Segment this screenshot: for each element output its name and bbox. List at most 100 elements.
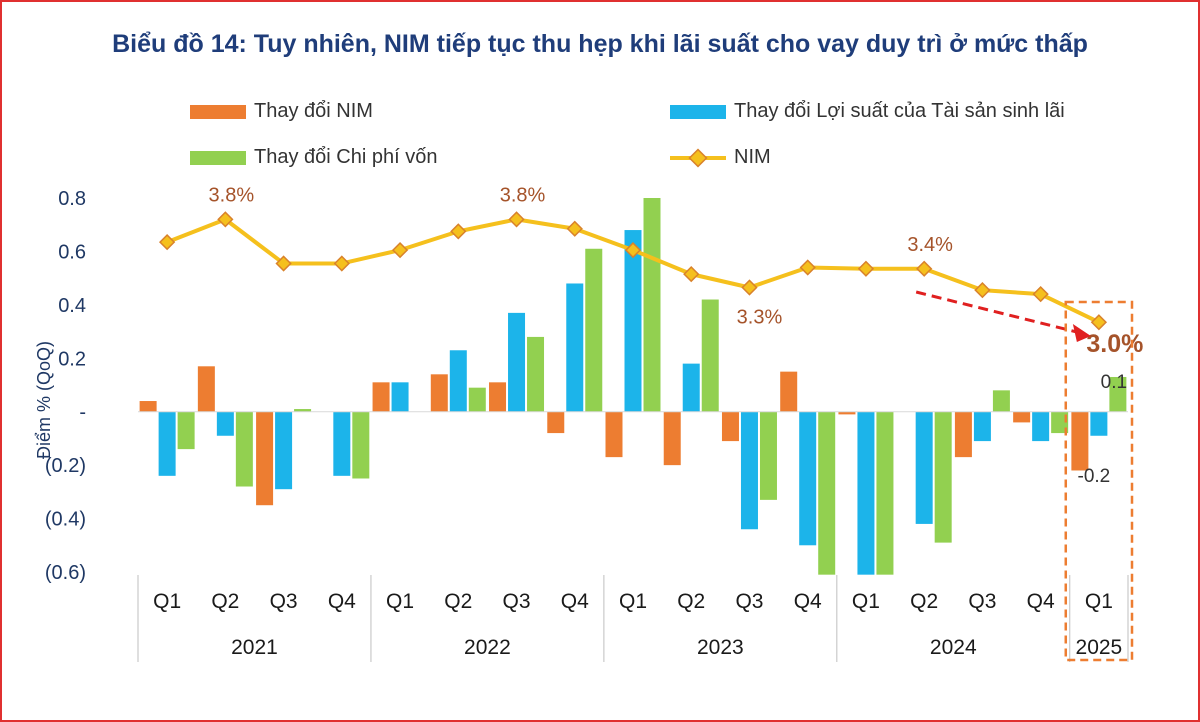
nim-marker <box>1032 286 1049 303</box>
chart-title: Biểu đồ 14: Tuy nhiên, NIM tiếp tục thu … <box>112 30 1088 58</box>
nim-label: 3.8% <box>500 184 546 206</box>
bar-nim-change <box>372 382 390 412</box>
bar-cof-change <box>1109 376 1127 412</box>
bar-yield-change <box>216 411 234 436</box>
x-tick-label: Q4 <box>328 590 356 613</box>
nim-marker <box>566 220 583 237</box>
x-tick-label: Q2 <box>677 590 705 613</box>
x-tick-label: Q4 <box>561 590 589 613</box>
legend-swatch-cof-change <box>190 150 246 165</box>
legend-swatch-nim-change <box>190 104 246 119</box>
x-tick-label: Q1 <box>1085 590 1113 613</box>
x-year-label: 2021 <box>231 636 278 659</box>
bar-yield-change <box>682 363 700 412</box>
legend-item-cof-change: Thay đổi Chi phí vốn <box>190 146 437 169</box>
bar-yield-change <box>391 382 409 412</box>
data-label: -0.2 <box>1078 466 1111 487</box>
bar-cof-change <box>235 411 253 487</box>
bar-yield-change <box>624 230 642 412</box>
bar-nim-change <box>197 366 215 412</box>
nim-label: 3.4% <box>907 234 953 256</box>
bar-yield-change <box>1090 411 1108 436</box>
legend-line-nim <box>670 147 726 168</box>
nim-marker <box>450 223 467 240</box>
bar-cof-change <box>352 411 370 479</box>
legend-label-nim: NIM <box>734 146 771 168</box>
x-year-label: 2022 <box>464 636 511 659</box>
nim-marker <box>275 255 292 272</box>
bar-cof-change <box>1051 411 1069 434</box>
bar-nim-change <box>838 411 856 415</box>
nim-marker <box>916 260 933 277</box>
y-axis-title: Điểm % (QoQ) <box>34 341 54 459</box>
y-tick-label: 0.4 <box>58 295 86 317</box>
trend-arrow-line <box>915 290 1078 334</box>
nim-marker <box>508 211 525 228</box>
y-tick-label: (0.2) <box>45 455 86 477</box>
bar-yield-change <box>857 411 875 575</box>
bar-yield-change <box>158 411 176 476</box>
x-tick-label: Q1 <box>386 590 414 613</box>
bar-nim-change <box>954 411 972 458</box>
trend-arrow-head <box>1072 324 1091 342</box>
bar-cof-change <box>177 411 195 450</box>
bar-nim-change <box>139 401 157 412</box>
bar-cof-change <box>294 409 312 412</box>
bar-yield-change <box>915 411 933 524</box>
bar-cof-change <box>468 387 486 412</box>
nim-label: 3.3% <box>737 306 783 328</box>
bar-nim-change <box>547 411 565 434</box>
y-tick-label: 0.2 <box>58 348 86 370</box>
bar-yield-change <box>799 411 817 546</box>
bar-yield-change <box>566 283 584 412</box>
bar-yield-change <box>449 350 467 412</box>
bar-yield-change <box>973 411 991 442</box>
bar-nim-change <box>780 371 798 412</box>
x-tick-label: Q3 <box>735 590 763 613</box>
bar-nim-change <box>489 382 507 412</box>
nim-marker <box>1090 314 1108 331</box>
y-tick-label: 0.6 <box>58 241 86 263</box>
x-tick-label: Q3 <box>503 590 531 613</box>
bar-cof-change <box>992 390 1010 412</box>
bar-cof-change <box>701 299 719 412</box>
bar-nim-change <box>430 374 448 412</box>
x-tick-label: Q1 <box>153 590 181 613</box>
nim-marker <box>974 282 991 299</box>
y-tick-label: (0.4) <box>45 509 86 531</box>
x-tick-label: Q2 <box>910 590 938 613</box>
highlight-box-2025 <box>1064 300 1134 662</box>
nim-marker <box>741 279 758 296</box>
bar-yield-change <box>275 411 293 490</box>
x-tick-label: Q1 <box>852 590 880 613</box>
data-label: 0.1 <box>1101 372 1127 393</box>
bar-cof-change <box>934 411 952 543</box>
nim-marker <box>857 260 875 277</box>
legend-item-nim-change: Thay đổi NIM <box>190 100 373 123</box>
bar-cof-change <box>876 411 894 575</box>
nim-marker <box>158 233 176 251</box>
bar-yield-change <box>333 411 351 476</box>
bar-nim-change <box>605 411 623 458</box>
nim-label-latest: 3.0% <box>1086 330 1143 358</box>
nim-marker <box>217 211 234 228</box>
bar-yield-change <box>740 411 758 530</box>
x-tick-label: Q2 <box>211 590 239 613</box>
nim-marker <box>333 255 350 272</box>
x-year-label: 2024 <box>930 636 977 659</box>
x-tick-label: Q2 <box>444 590 472 613</box>
legend-label-yield-change: Thay đổi Lợi suất của Tài sản sinh lãi <box>734 100 1065 122</box>
legend-label-cof-change: Thay đổi Chi phí vốn <box>254 146 438 168</box>
legend-item-yield-change: Thay đổi Lợi suất của Tài sản sinh lãi <box>670 100 1065 123</box>
nim-marker <box>624 241 642 259</box>
legend-label-nim-change: Thay đổi NIM <box>254 100 373 122</box>
bar-cof-change <box>585 248 603 412</box>
x-tick-label: Q4 <box>794 590 822 613</box>
x-tick-label: Q3 <box>270 590 298 613</box>
bar-nim-change <box>256 411 274 506</box>
x-year-label: 2023 <box>697 636 744 659</box>
y-tick-label: (0.6) <box>45 562 86 584</box>
legend-item-nim: NIM <box>670 146 771 169</box>
nim-label: 3.8% <box>209 184 255 206</box>
